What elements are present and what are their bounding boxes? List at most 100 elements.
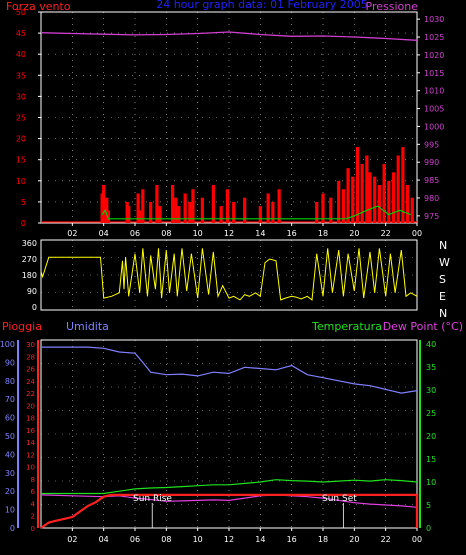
dewpoint-tick-label: 35: [426, 363, 436, 372]
wind-bar: [382, 163, 386, 223]
direction-tick-label: 90: [27, 287, 37, 296]
x-tick-label-top: 16: [287, 229, 297, 238]
dewpoint-tick-label: 40: [426, 340, 436, 349]
wind-bar: [401, 147, 405, 223]
wind-bar: [373, 176, 377, 223]
humidity-tick-label: 20: [26, 402, 35, 410]
wind-tick-label: 15: [16, 156, 26, 165]
wind-tick-label: 35: [16, 71, 26, 80]
humidity-line: [41, 346, 418, 394]
pressure-tick-label: 1020: [424, 51, 444, 60]
rain-tick-label: 60: [5, 414, 15, 423]
wind-bar: [266, 193, 270, 223]
sunset-label: Sun Set: [322, 494, 357, 504]
x-tick-label-bottom: 10: [193, 535, 203, 544]
x-tick-label-top: 02: [67, 229, 77, 238]
humidity-tick-label: 0: [31, 525, 35, 533]
humidity-tick-label: 6: [31, 488, 36, 496]
pressure-tick-label: 1010: [424, 87, 444, 96]
pressure-tick-label: 1025: [424, 33, 444, 42]
wind-bar: [243, 197, 247, 223]
wind-tick-label: 25: [16, 114, 26, 123]
rain-axis-title: Pioggia: [2, 320, 42, 333]
humidity-tick-label: 28: [26, 353, 35, 361]
wind-bar: [211, 185, 215, 223]
chart-title: 24 hour graph data: 01 February 2005: [156, 0, 368, 11]
x-tick-label-bottom: 00: [412, 535, 422, 544]
wind-bar: [225, 189, 230, 223]
chart-marks: [40, 31, 419, 529]
dewpoint-tick-label: 15: [426, 455, 436, 464]
wind-bar: [106, 210, 110, 223]
wind-bar: [351, 176, 355, 223]
dewpoint-line: [40, 494, 418, 508]
dewpoint-tick-label: 10: [426, 478, 436, 487]
wind-tick-label: 30: [16, 92, 26, 101]
x-tick-label-bottom: 18: [318, 535, 328, 544]
wind-bar: [158, 206, 162, 223]
wind-tick-label: 10: [16, 177, 26, 186]
humidity-tick-label: 2: [31, 513, 35, 521]
rain-line: [40, 493, 419, 529]
wind-bar: [360, 163, 364, 223]
pressure-axis-title: Pressione: [366, 0, 419, 13]
wind-bar: [102, 185, 106, 223]
wind-bar: [136, 193, 140, 223]
rain-tick-label: 40: [5, 450, 15, 459]
wind-bar: [355, 147, 360, 223]
rain-tick-label: 30: [5, 469, 15, 478]
humidity-tick-label: 10: [26, 464, 35, 472]
x-tick-label-bottom: 04: [99, 535, 109, 544]
direction-tick-label: 360: [22, 239, 37, 248]
wind-bar: [406, 185, 410, 223]
x-tick-label-bottom: 14: [255, 535, 265, 544]
wind-bar: [258, 206, 262, 223]
x-tick-label-top: 18: [318, 229, 328, 238]
wind-tick-label: 40: [16, 50, 26, 59]
wind-bar: [396, 155, 400, 223]
wind-bar: [191, 189, 195, 223]
rain-tick-label: 20: [5, 487, 15, 496]
wind-bar: [368, 172, 372, 223]
wind-bar: [171, 185, 175, 223]
x-tick-label-top: 00: [412, 229, 422, 238]
compass-label-s: S: [439, 273, 446, 286]
humidity-axis-title: Umidita: [66, 320, 109, 333]
wind-bar: [410, 197, 414, 223]
direction-tick-label: 0: [32, 303, 37, 312]
x-tick-label-top: 10: [193, 229, 203, 238]
compass-label-e: E: [439, 290, 446, 303]
x-tick-label-top: 08: [161, 229, 171, 238]
humidity-tick-label: 12: [26, 451, 35, 459]
x-tick-label-bottom: 02: [67, 535, 77, 544]
gust-line: [101, 205, 411, 220]
wind-bar: [271, 201, 275, 223]
wind-bar: [315, 201, 319, 223]
x-tick-label-top: 22: [381, 229, 391, 238]
pressure-line: [40, 31, 418, 41]
rain-tick-label: 50: [5, 432, 15, 441]
wind-bar: [188, 201, 192, 223]
compass-label-n-top: N: [439, 239, 447, 252]
humidity-tick-label: 4: [31, 500, 36, 508]
pressure-tick-label: 995: [424, 140, 439, 149]
wind-bar: [183, 193, 187, 223]
wind-bar: [232, 201, 236, 223]
tick-labels: 0510152025303540455097598098599099510001…: [0, 8, 444, 544]
dewpoint-tick-label: 20: [426, 432, 436, 441]
x-tick-label-bottom: 20: [349, 535, 359, 544]
pressure-tick-label: 1015: [424, 69, 444, 78]
direction-tick-label: 270: [22, 255, 37, 264]
wind-bar: [341, 189, 345, 223]
humidity-tick-label: 26: [26, 366, 35, 374]
wind-tick-label: 20: [16, 135, 26, 144]
humidity-tick-label: 14: [26, 439, 35, 447]
wind-bar: [174, 197, 178, 223]
dewpoint-tick-label: 5: [426, 501, 431, 510]
x-tick-label-top: 12: [224, 229, 234, 238]
humidity-tick-label: 30: [26, 341, 35, 349]
rain-tick-label: 90: [5, 358, 15, 367]
wind-bar: [387, 180, 391, 223]
humidity-tick-label: 16: [26, 427, 35, 435]
